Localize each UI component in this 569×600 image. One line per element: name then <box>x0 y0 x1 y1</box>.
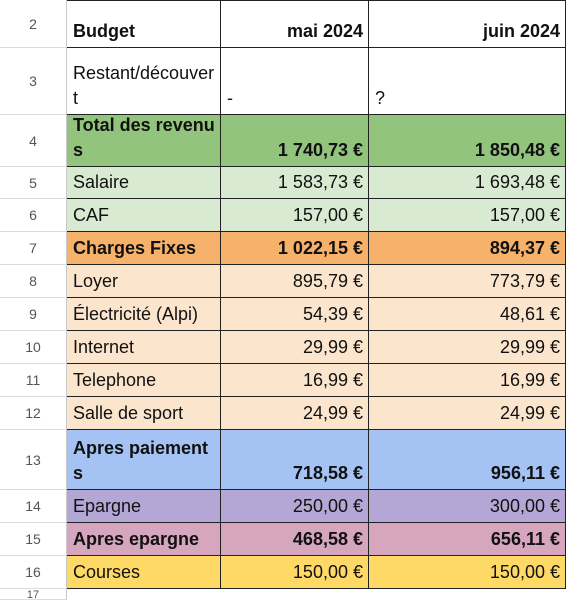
cell[interactable]: Total des revenus <box>67 115 221 167</box>
sheet-row: 8 Loyer 895,79 €773,79 € <box>0 265 566 298</box>
sheet-row: 4 Total des revenus 1 740,73 €1 850,48 € <box>0 115 566 167</box>
cell[interactable]: ? <box>369 48 566 115</box>
cell[interactable]: mai 2024 <box>221 0 369 48</box>
row-number[interactable]: 13 <box>0 430 67 490</box>
cell[interactable]: 54,39 € <box>221 298 369 331</box>
cell[interactable]: 157,00 € <box>221 199 369 232</box>
cell[interactable]: 1 693,48 € <box>369 167 566 199</box>
cell[interactable]: 16,99 € <box>221 364 369 397</box>
sheet-row: 11 Telephone 16,99 €16,99 € <box>0 364 566 397</box>
cell[interactable]: 1 850,48 € <box>369 115 566 167</box>
cell[interactable]: 157,00 € <box>369 199 566 232</box>
cell[interactable]: Salle de sport <box>67 397 221 430</box>
cell[interactable]: Restant/découvert <box>67 48 221 115</box>
row-number[interactable]: 17 <box>0 589 67 600</box>
cell[interactable]: 150,00 € <box>221 556 369 589</box>
cell[interactable]: 150,00 € <box>369 556 566 589</box>
row-number[interactable]: 2 <box>0 0 67 48</box>
row-number[interactable]: 15 <box>0 523 67 556</box>
cell[interactable]: 718,58 € <box>221 430 369 490</box>
cell[interactable]: 1 583,73 € <box>221 167 369 199</box>
cell[interactable]: 895,79 € <box>221 265 369 298</box>
cell[interactable]: Salaire <box>67 167 221 199</box>
row-number[interactable]: 6 <box>0 199 67 232</box>
cell[interactable]: 24,99 € <box>369 397 566 430</box>
sheet-row: 17 <box>0 589 566 600</box>
cell[interactable]: 956,11 € <box>369 430 566 490</box>
cell[interactable]: 29,99 € <box>221 331 369 364</box>
cell[interactable]: 16,99 € <box>369 364 566 397</box>
sheet-row: 16 Courses 150,00 €150,00 € <box>0 556 566 589</box>
cell[interactable]: Internet <box>67 331 221 364</box>
cell[interactable]: Charges Fixes <box>67 232 221 265</box>
sheet-row: 12 Salle de sport 24,99 €24,99 € <box>0 397 566 430</box>
row-number[interactable]: 11 <box>0 364 67 397</box>
cell[interactable]: juin 2024 <box>369 0 566 48</box>
sheet-row: 5 Salaire 1 583,73 €1 693,48 € <box>0 167 566 199</box>
sheet-row: 15 Apres epargne 468,58 €656,11 € <box>0 523 566 556</box>
cell[interactable]: 468,58 € <box>221 523 369 556</box>
sheet-row: 6 CAF 157,00 €157,00 € <box>0 199 566 232</box>
sheet-row: 14 Epargne 250,00 €300,00 € <box>0 490 566 523</box>
row-number[interactable]: 4 <box>0 115 67 167</box>
cell[interactable]: CAF <box>67 199 221 232</box>
sheet-row: 9 Électricité (Alpi) 54,39 €48,61 € <box>0 298 566 331</box>
cell[interactable]: Apres paiements <box>67 430 221 490</box>
cell[interactable]: 24,99 € <box>221 397 369 430</box>
row-number[interactable]: 14 <box>0 490 67 523</box>
cell[interactable]: 1 740,73 € <box>221 115 369 167</box>
cell[interactable]: 300,00 € <box>369 490 566 523</box>
row-number[interactable]: 3 <box>0 48 67 115</box>
cell[interactable]: 773,79 € <box>369 265 566 298</box>
cell[interactable]: 250,00 € <box>221 490 369 523</box>
cell[interactable]: 1 022,15 € <box>221 232 369 265</box>
cell[interactable]: 894,37 € <box>369 232 566 265</box>
row-number[interactable]: 7 <box>0 232 67 265</box>
cell[interactable]: 29,99 € <box>369 331 566 364</box>
sheet-row: 2 Budget mai 2024 juin 2024 <box>0 0 566 48</box>
sheet-row: 3 Restant/découvert -? <box>0 48 566 115</box>
sheet-row: 7 Charges Fixes 1 022,15 €894,37 € <box>0 232 566 265</box>
cell[interactable]: Apres epargne <box>67 523 221 556</box>
sheet-row: 13 Apres paiements 718,58 €956,11 € <box>0 430 566 490</box>
row-number[interactable]: 12 <box>0 397 67 430</box>
row-number[interactable]: 10 <box>0 331 67 364</box>
cell[interactable]: Epargne <box>67 490 221 523</box>
cell[interactable]: 656,11 € <box>369 523 566 556</box>
cell[interactable]: - <box>221 48 369 115</box>
cell[interactable]: Courses <box>67 556 221 589</box>
sheet-row: 10 Internet 29,99 €29,99 € <box>0 331 566 364</box>
row-number[interactable]: 16 <box>0 556 67 589</box>
cell[interactable]: Telephone <box>67 364 221 397</box>
cell[interactable]: Loyer <box>67 265 221 298</box>
row-number[interactable]: 9 <box>0 298 67 331</box>
row-number[interactable]: 5 <box>0 167 67 199</box>
cell[interactable]: Électricité (Alpi) <box>67 298 221 331</box>
cell[interactable]: 48,61 € <box>369 298 566 331</box>
row-number[interactable]: 8 <box>0 265 67 298</box>
cell[interactable]: Budget <box>67 0 221 48</box>
